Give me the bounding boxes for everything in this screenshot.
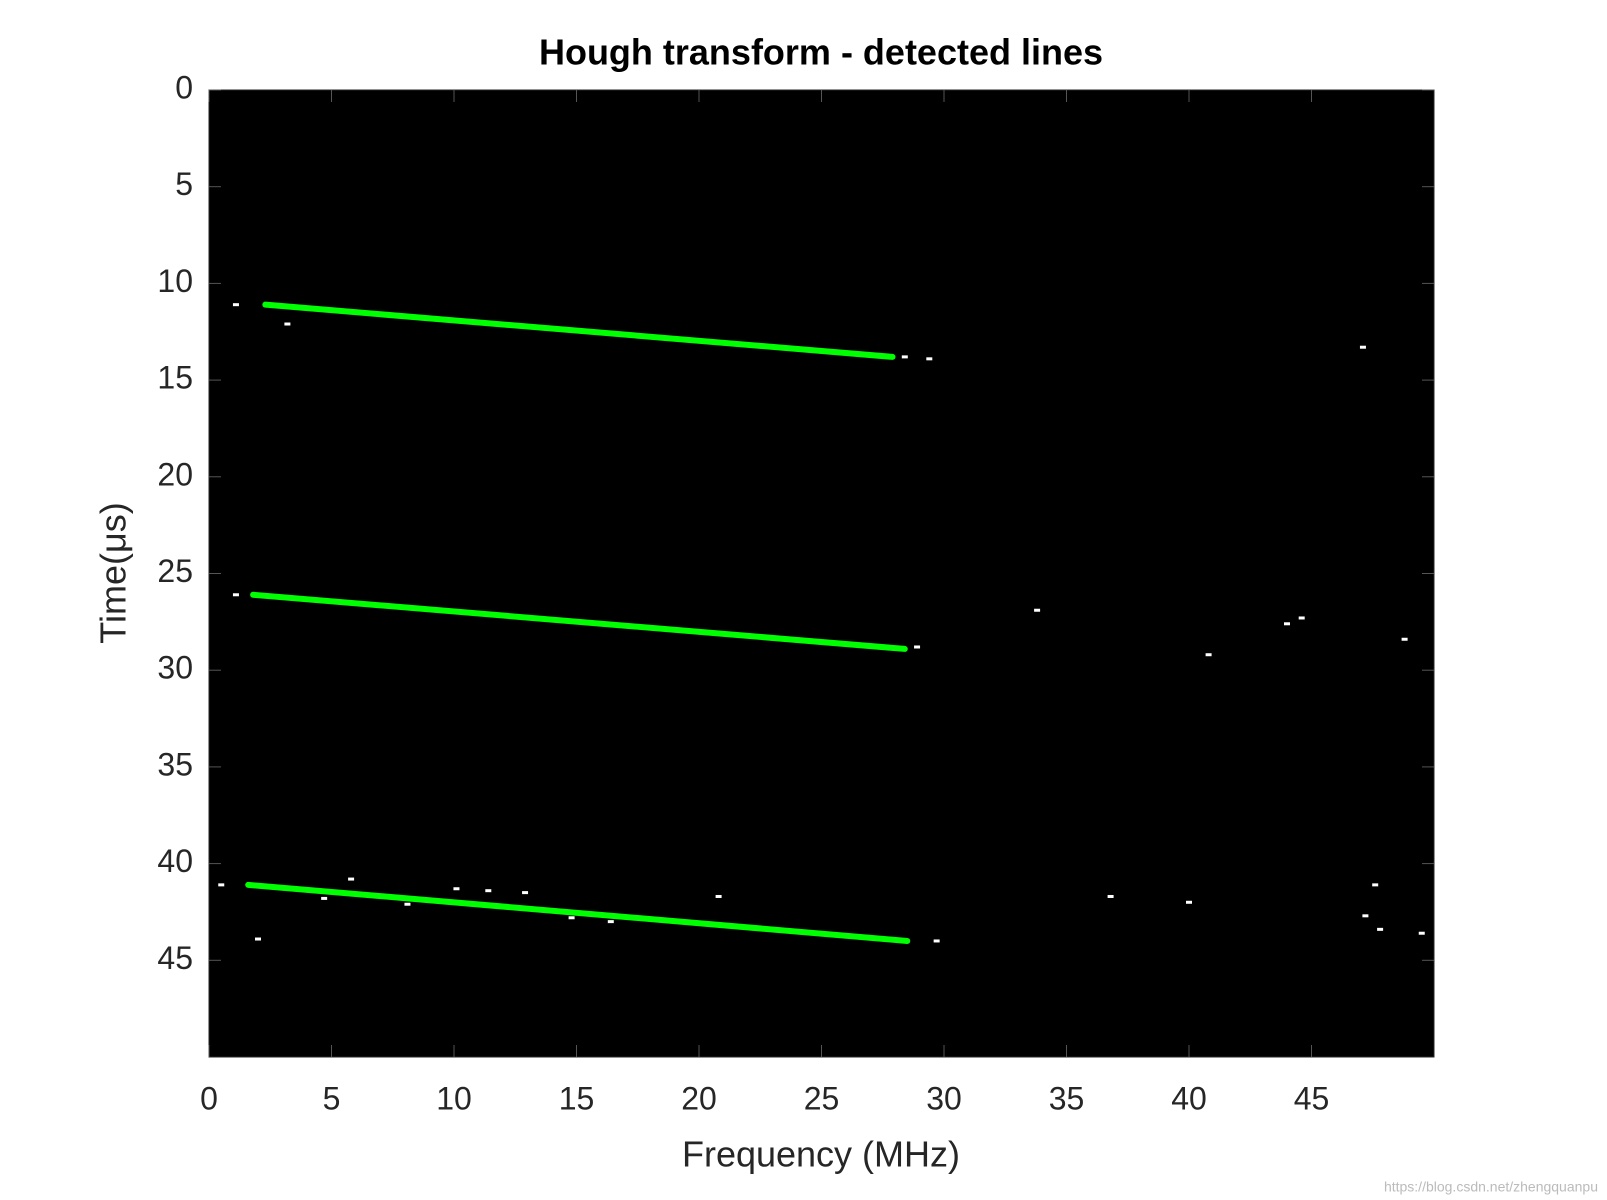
x-tick-label: 40	[1171, 1080, 1207, 1116]
noise-point	[715, 894, 722, 898]
noise-point	[568, 916, 575, 920]
noise-point	[232, 593, 239, 597]
noise-point	[255, 937, 261, 941]
y-tick-label: 5	[175, 166, 193, 202]
x-tick-label: 15	[559, 1080, 595, 1116]
x-axis-label: Frequency (MHz)	[682, 1134, 960, 1175]
chart-title: Hough transform - detected lines	[539, 32, 1103, 73]
y-tick-label: 25	[157, 553, 193, 589]
noise-point	[1359, 345, 1366, 349]
noise-point	[218, 883, 225, 887]
noise-point	[1284, 622, 1290, 626]
noise-point	[348, 877, 355, 881]
detected-line	[250, 591, 908, 652]
y-tick-label: 20	[157, 456, 193, 492]
noise-point	[404, 902, 411, 906]
noise-point	[1107, 894, 1114, 898]
noise-point	[926, 357, 933, 361]
noise-point	[321, 896, 328, 900]
y-tick-label: 40	[157, 843, 193, 879]
x-tick-label: 0	[200, 1080, 218, 1116]
noise-point	[1418, 931, 1425, 935]
noise-point	[933, 939, 940, 943]
noise-point	[232, 303, 239, 307]
watermark: https://blog.csdn.net/zhengquanpu	[1384, 1179, 1598, 1195]
noise-point	[284, 322, 291, 326]
y-tick-label: 30	[157, 650, 193, 686]
x-tick-label: 5	[323, 1080, 341, 1116]
noise-point	[607, 920, 614, 924]
noise-point	[1186, 900, 1192, 904]
x-tick-label: 10	[436, 1080, 472, 1116]
y-axis-label: Time(μs)	[93, 502, 134, 643]
x-tick-label: 45	[1294, 1080, 1330, 1116]
y-tick-label: 10	[157, 263, 193, 299]
detected-line	[245, 881, 911, 944]
y-tick-label: 35	[157, 746, 193, 782]
noise-point	[1298, 616, 1305, 620]
noise-point	[1034, 608, 1041, 612]
noise-point	[453, 887, 460, 891]
plot-area	[208, 89, 1435, 1058]
noise-point	[1401, 637, 1408, 641]
x-tick-label: 20	[681, 1080, 717, 1116]
noise-point	[1205, 653, 1212, 657]
noise-point	[1362, 914, 1369, 918]
y-tick-label: 45	[157, 940, 193, 976]
noise-point	[485, 889, 492, 893]
noise-point	[1372, 883, 1379, 887]
x-tick-label: 25	[804, 1080, 840, 1116]
x-tick-label: 30	[926, 1080, 962, 1116]
noise-point	[901, 355, 908, 359]
y-tick-label: 15	[157, 360, 193, 396]
noise-point	[914, 645, 921, 649]
noise-point	[522, 891, 529, 895]
detected-line	[262, 301, 896, 360]
noise-point	[1377, 927, 1384, 931]
x-tick-label: 35	[1049, 1080, 1085, 1116]
y-tick-label: 0	[175, 69, 193, 105]
